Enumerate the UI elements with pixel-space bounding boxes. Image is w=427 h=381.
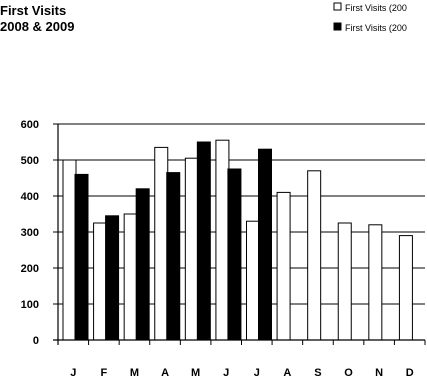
chart-title: First Visits 2008 & 2009 bbox=[0, 3, 74, 34]
chart-legend: First Visits (200 First Visits (200 bbox=[333, 2, 407, 33]
y-tick-label: 600 bbox=[21, 119, 39, 131]
bar-series-1-j-7 bbox=[246, 220, 260, 341]
y-tick-label: 400 bbox=[21, 191, 39, 203]
y-tick-label: 200 bbox=[21, 263, 39, 275]
x-tick-label: N bbox=[375, 367, 383, 379]
axes bbox=[53, 123, 426, 345]
bar-series-1-a-4 bbox=[154, 146, 169, 341]
y-tick-label: 100 bbox=[21, 299, 39, 311]
bar-series-2-a-4 bbox=[166, 172, 181, 341]
x-tick-label: M bbox=[130, 367, 139, 379]
x-tick-label: J bbox=[70, 367, 76, 379]
legend-label-series-1: First Visits (200 bbox=[345, 3, 407, 13]
chart-title-line-2: 2008 & 2009 bbox=[0, 19, 74, 34]
bar-series-1-j-6 bbox=[215, 139, 230, 341]
x-tick-label: D bbox=[406, 367, 414, 379]
x-tick-label: F bbox=[101, 367, 108, 379]
y-axis-tick-labels: 0 100 200 300 400 500 600 bbox=[21, 119, 39, 347]
x-tick-label: M bbox=[191, 367, 200, 379]
bar-series-1-j-1 bbox=[62, 159, 77, 341]
gridlines bbox=[58, 123, 425, 305]
x-tick-label: J bbox=[223, 367, 229, 379]
x-tick-label: A bbox=[283, 367, 291, 379]
bar-series-1-s-9 bbox=[307, 170, 322, 341]
bar-series-2-j-7 bbox=[258, 148, 272, 341]
bar-series-2-m-3 bbox=[135, 188, 150, 341]
x-tick-label: A bbox=[161, 367, 169, 379]
bar-series-1-f-2 bbox=[93, 222, 108, 341]
chart-title-line-1: First Visits bbox=[0, 3, 66, 18]
bar-series-1-d-12 bbox=[398, 235, 413, 341]
x-tick-label: O bbox=[344, 367, 353, 379]
bar-series-2-j-6 bbox=[227, 168, 242, 341]
bar-series-1-m-5 bbox=[184, 157, 199, 341]
y-tick-label: 500 bbox=[21, 155, 39, 167]
bar-series-1-a-8 bbox=[276, 191, 291, 341]
bar-series-2-m-5 bbox=[196, 141, 211, 341]
legend-swatch-series-1 bbox=[333, 2, 342, 11]
bar-series-2-f-2 bbox=[105, 215, 120, 341]
bar-series-1-o-10 bbox=[337, 222, 352, 341]
y-tick-label: 0 bbox=[33, 335, 39, 347]
x-tick-label: J bbox=[254, 367, 260, 379]
bar-marks bbox=[62, 139, 413, 341]
bar-series-1-n-11 bbox=[368, 224, 383, 341]
x-tick-label: S bbox=[314, 367, 321, 379]
legend-swatch-series-2 bbox=[333, 22, 342, 31]
bar-series-1-m-3 bbox=[123, 213, 138, 341]
bar-series-2-j-1 bbox=[74, 173, 89, 341]
y-tick-label: 300 bbox=[21, 227, 39, 239]
legend-label-series-2: First Visits (200 bbox=[345, 23, 407, 33]
